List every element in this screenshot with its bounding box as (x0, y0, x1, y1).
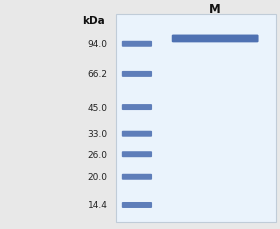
Text: 33.0: 33.0 (88, 130, 108, 139)
FancyBboxPatch shape (122, 42, 152, 48)
FancyBboxPatch shape (122, 174, 152, 180)
FancyBboxPatch shape (122, 152, 152, 158)
FancyBboxPatch shape (122, 105, 152, 111)
FancyBboxPatch shape (122, 72, 152, 78)
Text: 94.0: 94.0 (88, 40, 108, 49)
FancyBboxPatch shape (122, 202, 152, 208)
Text: 66.2: 66.2 (88, 70, 108, 79)
Bar (116, 15, 276, 222)
Text: 45.0: 45.0 (88, 103, 108, 112)
Text: M: M (209, 3, 221, 16)
FancyBboxPatch shape (172, 35, 258, 43)
Text: 26.0: 26.0 (88, 150, 108, 159)
Text: 14.4: 14.4 (88, 201, 108, 210)
Text: kDa: kDa (82, 16, 105, 26)
FancyBboxPatch shape (122, 131, 152, 137)
Text: 20.0: 20.0 (88, 172, 108, 181)
